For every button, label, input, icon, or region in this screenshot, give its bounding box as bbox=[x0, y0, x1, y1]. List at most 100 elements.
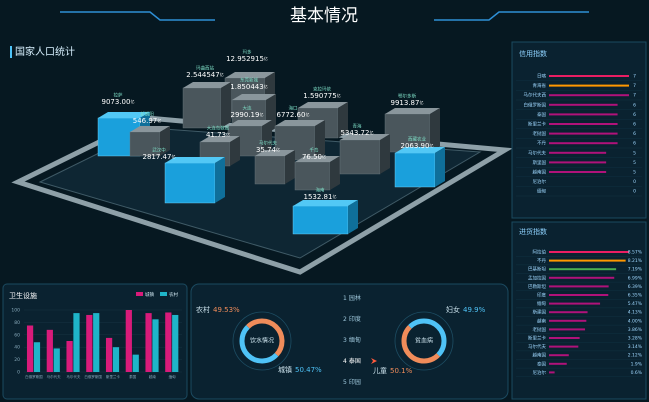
value-number: 41.73 bbox=[206, 131, 226, 139]
block-top bbox=[183, 82, 231, 88]
row-value: 3.86% bbox=[628, 327, 643, 333]
bar bbox=[112, 347, 120, 372]
row-label: 泰国 bbox=[537, 360, 546, 367]
block-side bbox=[348, 200, 358, 234]
x-tick-label: 马尔代夫 bbox=[66, 374, 80, 379]
row-label: 白俄罗斯国 bbox=[524, 101, 547, 108]
value-number: 35.74 bbox=[256, 146, 277, 154]
row-bar bbox=[549, 285, 609, 288]
row-value: 4.13% bbox=[628, 310, 643, 316]
rank-name: 印度 bbox=[349, 315, 361, 323]
row-label: 尼泊尔 bbox=[533, 369, 547, 376]
donut-title: 贫血病 bbox=[415, 337, 433, 345]
donut-outer-ring bbox=[232, 311, 292, 371]
block-name: 青海 bbox=[353, 123, 362, 130]
value-unit: 亿 bbox=[429, 142, 433, 148]
y-tick-label: 100 bbox=[11, 308, 20, 314]
block-name: 西藏农业 bbox=[408, 136, 426, 143]
row-value: 7 bbox=[633, 83, 636, 89]
row-value: 6.99% bbox=[628, 275, 643, 281]
row-bar bbox=[549, 142, 618, 145]
row-value: 6 bbox=[633, 112, 636, 118]
block-front bbox=[394, 152, 436, 188]
row-label: 尼泊尔 bbox=[533, 178, 547, 185]
row-value: 5 bbox=[633, 150, 636, 156]
row-label: 斯里国 bbox=[533, 159, 547, 166]
y-tick-label: 0 bbox=[17, 370, 20, 376]
slice-percent: 50.47% bbox=[295, 366, 322, 374]
row-label: 青海省 bbox=[533, 82, 547, 89]
rank-number: 2 bbox=[343, 316, 347, 323]
y-tick-label: 60 bbox=[14, 332, 20, 338]
block-side bbox=[315, 120, 325, 160]
row-label: 斯里兰卡 bbox=[528, 335, 546, 342]
block-side bbox=[435, 147, 445, 187]
row-bar bbox=[549, 345, 579, 348]
value-unit: 亿 bbox=[130, 98, 134, 104]
row-label: 不丹 bbox=[537, 258, 546, 264]
donut-slice bbox=[408, 318, 447, 357]
block-value: 546.97亿 bbox=[133, 117, 162, 125]
block-front bbox=[339, 139, 381, 175]
block-side bbox=[221, 82, 231, 128]
row-bar bbox=[549, 132, 618, 135]
block-top bbox=[340, 134, 390, 140]
row-bar bbox=[549, 268, 617, 271]
x-tick-label: 缅甸 bbox=[169, 374, 176, 379]
value-unit: 亿 bbox=[369, 129, 373, 135]
bar bbox=[172, 314, 179, 372]
row-label: 印度 bbox=[537, 292, 546, 299]
block-top bbox=[200, 136, 240, 142]
panel-title: 卫生设施 bbox=[9, 291, 37, 300]
block-value: 2990.19亿 bbox=[231, 111, 264, 119]
block-top bbox=[385, 108, 440, 114]
value-unit: 亿 bbox=[264, 83, 268, 89]
donut-slice bbox=[239, 325, 279, 364]
value-unit: 亿 bbox=[322, 153, 326, 159]
row-value: 3.28% bbox=[628, 336, 643, 342]
row-bar bbox=[549, 371, 555, 374]
row-bar bbox=[549, 362, 567, 365]
block-name: 新朝阳 bbox=[140, 111, 154, 118]
bar bbox=[33, 342, 41, 372]
bar bbox=[145, 313, 152, 372]
value-number: 2817.47 bbox=[143, 153, 172, 161]
row-label: 越南国 bbox=[533, 169, 547, 176]
value-unit: 亿 bbox=[259, 111, 263, 117]
bar bbox=[152, 319, 159, 372]
row-label: 越南 bbox=[537, 317, 546, 324]
slice-name: 农村 bbox=[196, 305, 210, 314]
value-number: 1.590775 bbox=[303, 92, 336, 100]
block-front bbox=[164, 162, 216, 204]
value-unit: 亿 bbox=[220, 71, 224, 77]
row-bar bbox=[549, 75, 629, 77]
rank-item: 1 园林 bbox=[343, 294, 361, 302]
block-value: 9913.87亿 bbox=[391, 99, 424, 107]
row-label: 日喀 bbox=[537, 73, 546, 80]
row-value: 5 bbox=[633, 160, 636, 166]
block-top bbox=[130, 126, 170, 132]
x-tick-label: 越南 bbox=[149, 374, 156, 379]
bar bbox=[93, 313, 100, 372]
value-number: 1.850443 bbox=[230, 83, 263, 91]
row-bar bbox=[549, 161, 607, 164]
rank-number: 5 bbox=[343, 379, 347, 386]
bar bbox=[46, 329, 53, 372]
y-tick-label: 40 bbox=[14, 345, 20, 351]
block-name: 玛曲西站 bbox=[196, 65, 214, 72]
slice-percent: 50.1% bbox=[390, 367, 413, 375]
block-top bbox=[298, 102, 348, 108]
block-name: 武汉中 bbox=[152, 147, 166, 154]
donut-outer-ring bbox=[394, 311, 454, 371]
value-number: 9073.00 bbox=[102, 98, 131, 106]
bar bbox=[73, 313, 80, 372]
slice-percent: 49.9% bbox=[463, 306, 486, 314]
value-number: 5343.72 bbox=[341, 129, 370, 137]
row-label: 孟加拉国 bbox=[528, 274, 546, 281]
value-unit: 亿 bbox=[337, 92, 341, 98]
